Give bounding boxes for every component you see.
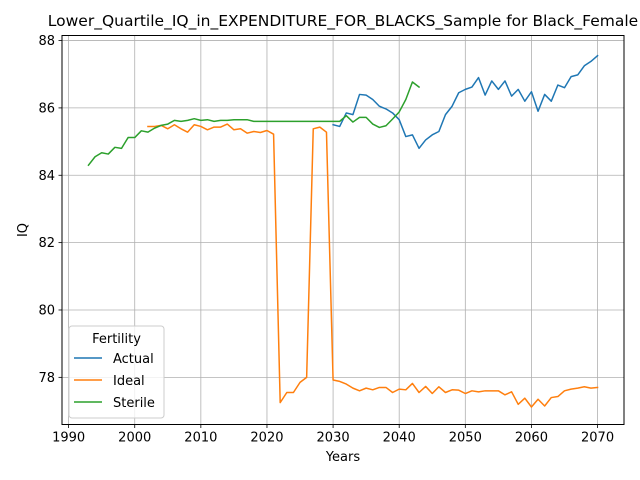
- chart-title: Lower_Quartile_IQ_in_EXPENDITURE_FOR_BLA…: [48, 12, 638, 31]
- x-tick-label: 1990: [52, 431, 85, 446]
- y-tick-label: 80: [38, 303, 55, 318]
- x-tick-label: 2020: [250, 431, 283, 446]
- y-tick-label: 82: [38, 236, 55, 251]
- y-tick-label: 86: [38, 101, 55, 116]
- axis-ticks: 1990 2000 2010 2020 2030 2040 2050 2060 2070 78 80…: [38, 34, 614, 445]
- x-tick-label: 2050: [449, 431, 482, 446]
- legend-label-actual: Actual: [113, 352, 154, 367]
- y-tick-label: 84: [38, 169, 55, 184]
- legend: Fertility Actual Ideal Sterile: [68, 325, 165, 419]
- y-axis-title: IQ: [16, 223, 31, 237]
- legend-label-ideal: Ideal: [113, 374, 145, 389]
- series-lines: [87, 54, 599, 408]
- plot-frame: [61, 35, 625, 425]
- x-tick-label: 2060: [515, 431, 548, 446]
- x-axis-title: Years: [325, 450, 361, 465]
- legend-box: [68, 325, 165, 419]
- x-tick-label: 2030: [317, 431, 350, 446]
- series-line-sterile: [87, 81, 421, 167]
- x-tick-label: 2070: [581, 431, 614, 446]
- series-line-ideal: [147, 123, 599, 408]
- y-tick-label: 78: [38, 371, 55, 386]
- grid: [62, 35, 624, 425]
- y-tick-label: 88: [38, 34, 55, 49]
- legend-title: Fertility: [92, 332, 141, 347]
- legend-label-sterile: Sterile: [113, 396, 155, 411]
- x-tick-label: 2000: [118, 431, 151, 446]
- series-line-actual: [332, 54, 599, 150]
- x-tick-label: 2040: [383, 431, 416, 446]
- x-tick-label: 2010: [184, 431, 217, 446]
